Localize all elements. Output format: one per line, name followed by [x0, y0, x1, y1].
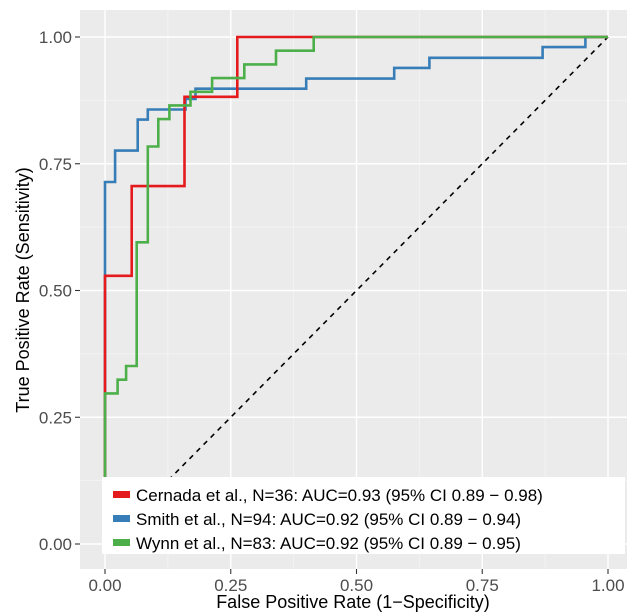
- legend-key-cernada: [113, 491, 130, 498]
- legend: Cernada et al., N=36: AUC=0.93 (95% CI 0…: [102, 477, 625, 554]
- x-axis-title: False Positive Rate (1−Specificity): [216, 592, 490, 612]
- legend-label-wynn: Wynn et al., N=83: AUC=0.92 (95% CI 0.89…: [136, 534, 521, 553]
- legend-background: [102, 477, 625, 554]
- y-tick-label: 0.00: [39, 535, 72, 554]
- y-axis-title: True Positive Rate (Sensitivity): [13, 167, 33, 412]
- legend-label-smith: Smith et al., N=94: AUC=0.92 (95% CI 0.8…: [136, 510, 521, 529]
- x-tick-label: 0.50: [340, 576, 373, 595]
- y-axis-ticks: 0.00 0.25 0.50 0.75 1.00: [39, 28, 80, 554]
- y-tick-label: 0.25: [39, 408, 72, 427]
- roc-line-series-2: [103, 35, 608, 544]
- x-tick-label: 0.25: [214, 576, 247, 595]
- x-axis-ticks: 0.00 0.25 0.50 0.75 1.00: [88, 569, 625, 595]
- y-tick-label: 0.50: [39, 282, 72, 301]
- y-tick-label: 1.00: [39, 28, 72, 47]
- x-tick-label: 0.75: [466, 576, 499, 595]
- series-layer: [103, 35, 608, 544]
- roc-line-series-1: [103, 35, 608, 544]
- legend-label-cernada: Cernada et al., N=36: AUC=0.93 (95% CI 0…: [136, 486, 543, 505]
- plot-panel: [80, 10, 627, 569]
- legend-key-smith: [113, 515, 130, 522]
- roc-line-series-0: [103, 35, 608, 544]
- x-tick-label: 1.00: [591, 576, 624, 595]
- x-tick-label: 0.00: [88, 576, 121, 595]
- y-tick-label: 0.75: [39, 155, 72, 174]
- legend-key-wynn: [113, 539, 130, 546]
